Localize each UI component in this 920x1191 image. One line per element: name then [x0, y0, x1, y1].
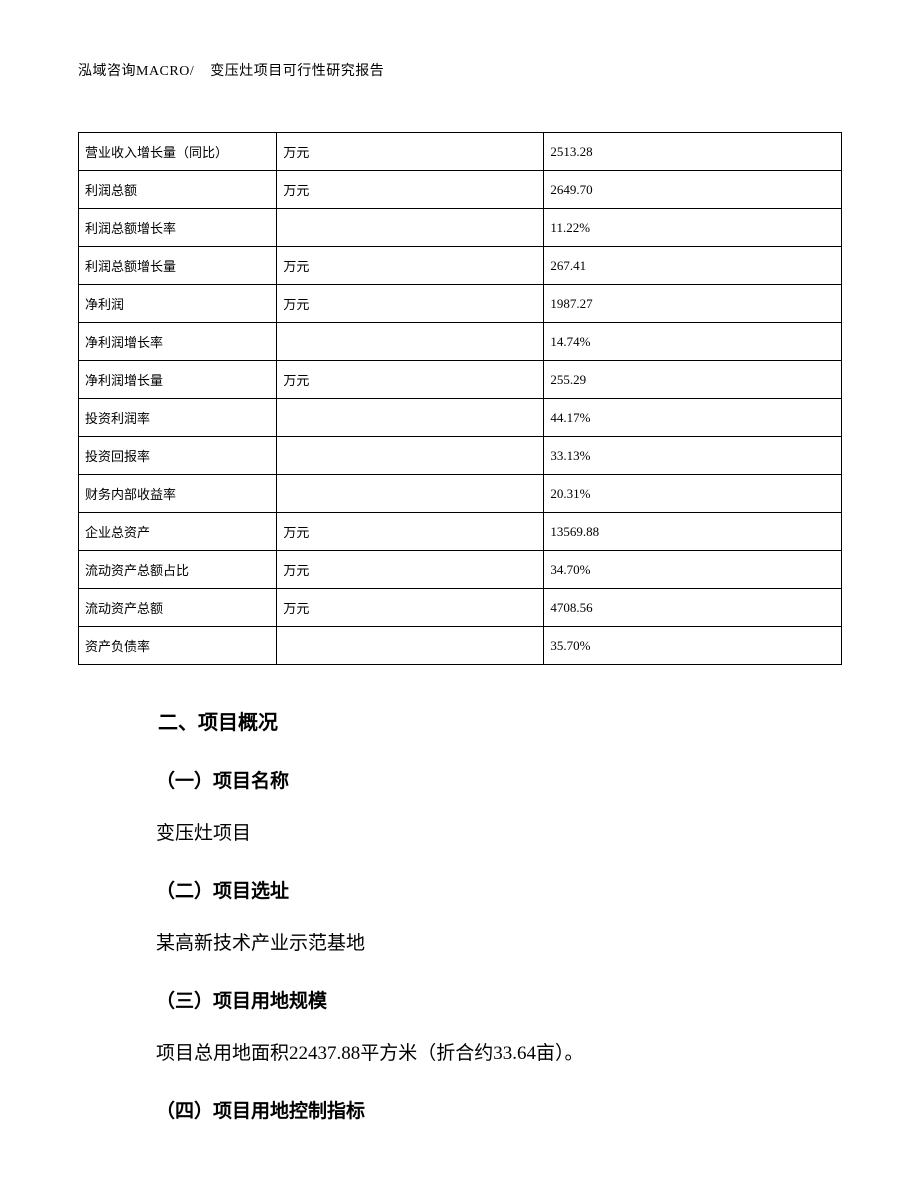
cell-value: 20.31% [544, 475, 842, 513]
paragraph: 变压灶项目 [118, 815, 802, 853]
cell-label: 利润总额增长量 [79, 247, 277, 285]
table-row: 利润总额增长率 11.22% [79, 209, 842, 247]
cell-unit: 万元 [277, 589, 544, 627]
header-company: 泓域咨询MACRO/ [78, 64, 194, 79]
cell-value: 255.29 [544, 361, 842, 399]
cell-value: 267.41 [544, 247, 842, 285]
cell-value: 34.70% [544, 551, 842, 589]
cell-label: 净利润增长量 [79, 361, 277, 399]
cell-label: 投资回报率 [79, 437, 277, 475]
page-header: 泓域咨询MACRO/ 变压灶项目可行性研究报告 [78, 60, 842, 80]
sub-heading-1: （一）项目名称 [118, 763, 802, 801]
table-row: 投资回报率 33.13% [79, 437, 842, 475]
cell-value: 1987.27 [544, 285, 842, 323]
table-row: 企业总资产 万元 13569.88 [79, 513, 842, 551]
cell-label: 流动资产总额占比 [79, 551, 277, 589]
paragraph: 某高新技术产业示范基地 [118, 925, 802, 963]
table-row: 营业收入增长量（同比） 万元 2513.28 [79, 133, 842, 171]
table-row: 流动资产总额 万元 4708.56 [79, 589, 842, 627]
financial-table: 营业收入增长量（同比） 万元 2513.28 利润总额 万元 2649.70 利… [78, 132, 842, 665]
cell-unit [277, 399, 544, 437]
cell-value: 2649.70 [544, 171, 842, 209]
paragraph: 项目总用地面积22437.88平方米（折合约33.64亩）。 [118, 1035, 802, 1073]
cell-unit: 万元 [277, 513, 544, 551]
page: 泓域咨询MACRO/ 变压灶项目可行性研究报告 营业收入增长量（同比） 万元 2… [0, 0, 920, 1191]
table-row: 财务内部收益率 20.31% [79, 475, 842, 513]
table-row: 净利润增长量 万元 255.29 [79, 361, 842, 399]
cell-label: 净利润 [79, 285, 277, 323]
cell-label: 营业收入增长量（同比） [79, 133, 277, 171]
cell-value: 4708.56 [544, 589, 842, 627]
cell-value: 35.70% [544, 627, 842, 665]
cell-label: 投资利润率 [79, 399, 277, 437]
table-row: 资产负债率 35.70% [79, 627, 842, 665]
cell-unit: 万元 [277, 285, 544, 323]
table-row: 流动资产总额占比 万元 34.70% [79, 551, 842, 589]
table-row: 投资利润率 44.17% [79, 399, 842, 437]
cell-label: 利润总额 [79, 171, 277, 209]
table-row: 净利润 万元 1987.27 [79, 285, 842, 323]
cell-value: 2513.28 [544, 133, 842, 171]
cell-label: 资产负债率 [79, 627, 277, 665]
cell-unit: 万元 [277, 133, 544, 171]
cell-unit [277, 323, 544, 361]
cell-unit [277, 627, 544, 665]
cell-unit: 万元 [277, 171, 544, 209]
sub-heading-4: （四）项目用地控制指标 [118, 1093, 802, 1131]
cell-value: 11.22% [544, 209, 842, 247]
cell-label: 利润总额增长率 [79, 209, 277, 247]
cell-value: 14.74% [544, 323, 842, 361]
cell-label: 净利润增长率 [79, 323, 277, 361]
cell-label: 财务内部收益率 [79, 475, 277, 513]
cell-unit: 万元 [277, 551, 544, 589]
cell-unit [277, 437, 544, 475]
cell-value: 44.17% [544, 399, 842, 437]
body-text: 二、项目概况 （一）项目名称 变压灶项目 （二）项目选址 某高新技术产业示范基地… [78, 703, 842, 1131]
cell-unit [277, 475, 544, 513]
cell-value: 13569.88 [544, 513, 842, 551]
cell-unit: 万元 [277, 361, 544, 399]
cell-label: 流动资产总额 [79, 589, 277, 627]
sub-heading-3: （三）项目用地规模 [118, 983, 802, 1021]
header-title: 变压灶项目可行性研究报告 [210, 64, 384, 79]
cell-label: 企业总资产 [79, 513, 277, 551]
sub-heading-2: （二）项目选址 [118, 873, 802, 911]
table-row: 利润总额 万元 2649.70 [79, 171, 842, 209]
table-row: 利润总额增长量 万元 267.41 [79, 247, 842, 285]
cell-unit: 万元 [277, 247, 544, 285]
cell-unit [277, 209, 544, 247]
table-row: 净利润增长率 14.74% [79, 323, 842, 361]
section-heading: 二、项目概况 [118, 703, 802, 743]
cell-value: 33.13% [544, 437, 842, 475]
